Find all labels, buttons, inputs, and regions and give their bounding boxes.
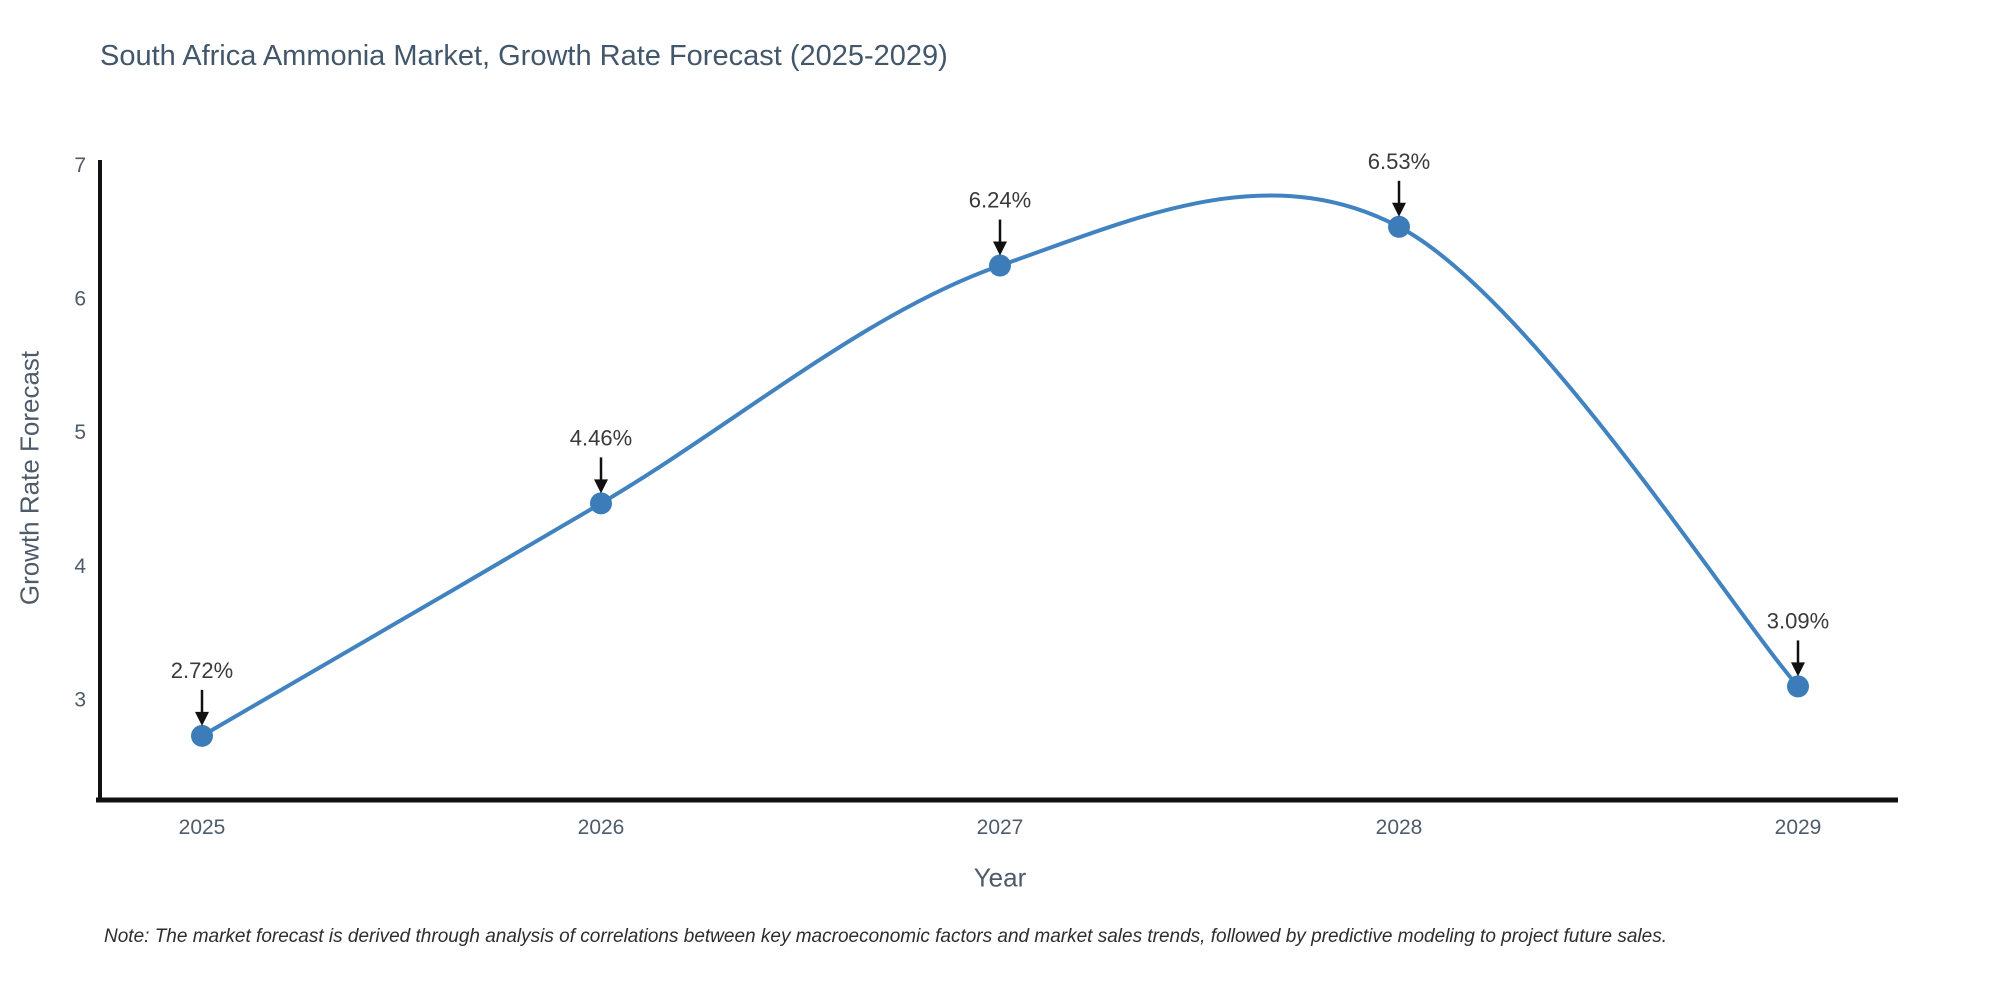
annotation-arrowhead-icon [1791,662,1805,677]
y-tick-label: 7 [74,154,86,177]
data-point-marker[interactable] [989,254,1011,277]
data-point-label: 6.53% [1368,149,1430,174]
data-point-label: 2.72% [171,658,233,683]
x-tick-label: 2028 [1376,816,1423,839]
data-point-marker[interactable] [1787,675,1809,698]
chart-title: South Africa Ammonia Market, Growth Rate… [100,40,948,72]
annotation-arrowhead-icon [594,479,608,494]
y-tick-label: 4 [74,555,86,578]
data-point-marker[interactable] [590,492,612,515]
data-point-label: 6.24% [969,188,1031,213]
chart-footnote: Note: The market forecast is derived thr… [104,926,1667,947]
y-tick-label: 3 [74,688,86,711]
data-point-label: 3.09% [1767,608,1829,633]
annotation-arrowhead-icon [195,711,209,726]
data-point-label: 4.46% [570,425,632,450]
annotation-arrowhead-icon [1392,202,1406,217]
x-tick-label: 2027 [977,816,1024,839]
data-point-marker[interactable] [1388,215,1410,238]
annotation-arrowhead-icon [993,241,1007,256]
y-tick-label: 5 [74,421,86,444]
y-tick-label: 6 [74,288,86,311]
x-tick-label: 2025 [179,816,226,839]
x-tick-label: 2026 [578,816,625,839]
x-tick-label: 2029 [1775,816,1822,839]
x-axis-title: Year [973,862,1027,893]
data-point-marker[interactable] [191,724,213,747]
